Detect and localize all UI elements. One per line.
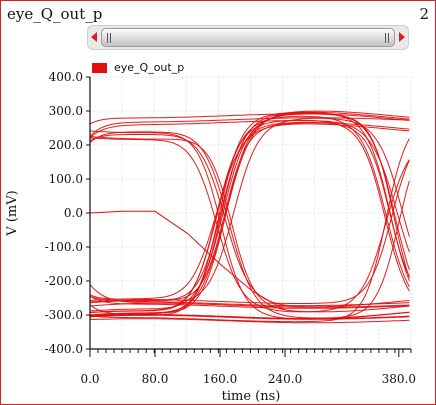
x-tick-label: 160.0 (203, 372, 237, 386)
eye-trace (89, 117, 410, 307)
x-tick-label: 240.0 (268, 372, 302, 386)
y-tick-label: 200.0 (49, 138, 83, 152)
scroll-left-icon[interactable] (91, 32, 97, 42)
grip-icon (107, 33, 108, 43)
eye-trace (89, 110, 410, 317)
x-tick-label: 380.0 (382, 372, 416, 386)
scrollbar-thumb[interactable] (101, 28, 395, 47)
eye-trace (89, 113, 410, 312)
eye-trace (89, 284, 410, 308)
legend-swatch (92, 63, 107, 73)
eye-trace (89, 295, 410, 307)
x-tick-label: 80.0 (142, 372, 169, 386)
eye-trace (90, 314, 410, 320)
eye-trace (89, 117, 410, 137)
startup-trace (89, 210, 286, 311)
y-tick-label: -400.0 (45, 342, 83, 356)
scroll-right-icon[interactable] (399, 32, 405, 42)
horizontal-scrollbar[interactable] (87, 25, 409, 50)
window-number: 2 (419, 5, 429, 23)
eye-trace (89, 137, 410, 313)
legend-label: eye_Q_out_p (114, 61, 185, 74)
eye-trace (89, 131, 410, 319)
axes: 400.0 300.0 200.0 100.0 0.0 -100.0 -200.0 -300.… (45, 70, 416, 386)
y-tick-label: -300.0 (45, 308, 83, 322)
eye-trace (89, 123, 410, 301)
eye-trace (89, 122, 410, 304)
y-tick-label: -100.0 (45, 240, 83, 254)
eye-trace (89, 136, 410, 313)
window-title: eye_Q_out_p (7, 5, 103, 23)
eye-trace (89, 115, 410, 313)
eye-trace (89, 120, 410, 253)
eye-trace (89, 113, 410, 278)
x-axis-label: time (ns) (222, 389, 281, 404)
y-axis-label: V (mV) (5, 190, 20, 236)
eye-traces (89, 110, 410, 324)
eye-trace (89, 138, 410, 323)
grip-icon (110, 33, 111, 43)
y-tick-label: 400.0 (49, 70, 83, 84)
eye-trace (89, 295, 410, 309)
eye-trace (89, 121, 410, 303)
eye-trace (89, 180, 410, 319)
x-tick-label: 0.0 (80, 372, 99, 386)
grip-icon (388, 33, 389, 43)
eye-trace (89, 318, 410, 324)
y-tick-label: -200.0 (45, 274, 83, 288)
y-tick-label: 300.0 (49, 104, 83, 118)
y-tick-label: 100.0 (49, 172, 83, 186)
grip-icon (385, 33, 386, 43)
y-tick-label: 0.0 (64, 206, 83, 220)
